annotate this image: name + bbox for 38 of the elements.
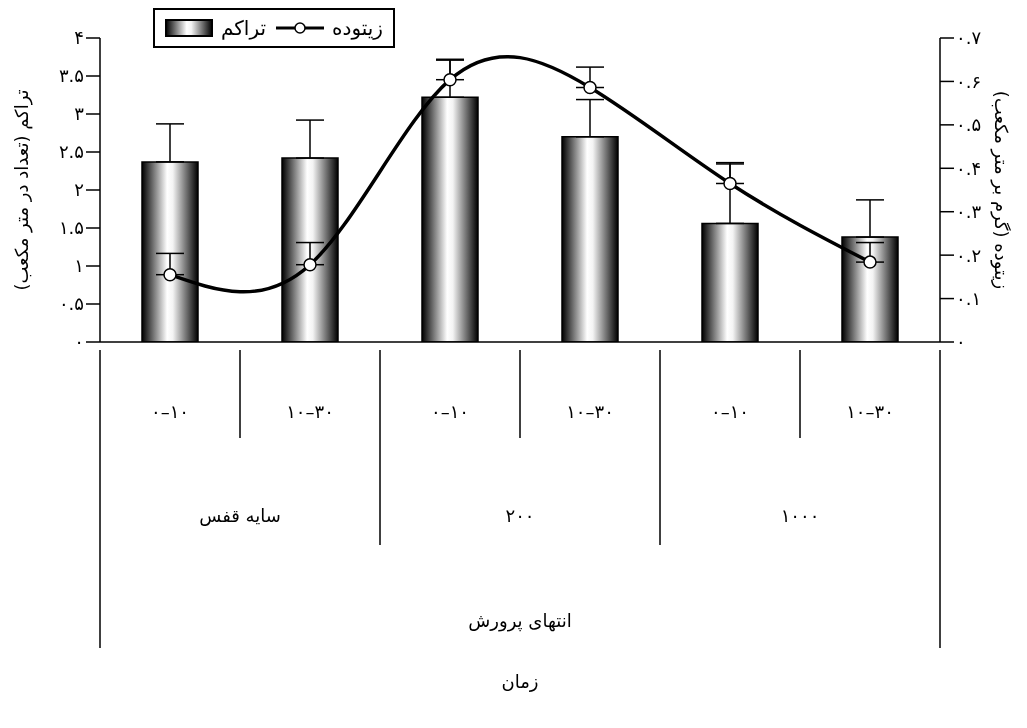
y2-tick-label: ۰.۳ xyxy=(956,201,982,223)
y2-tick-label: ۰.۵ xyxy=(956,114,982,136)
point xyxy=(863,255,877,269)
x-tick-label: ۰–۱۰ xyxy=(710,401,750,422)
y-tick-label: ۴ xyxy=(74,27,84,49)
y-tick-label: ۲.۵ xyxy=(58,141,84,163)
x-tick-label: ۱۰–۳۰ xyxy=(846,401,894,422)
y-tick-label: ۳.۵ xyxy=(58,65,84,87)
y2-tick-label: ۰.۱ xyxy=(956,287,982,309)
point xyxy=(163,267,177,282)
text: ۱۰۰۰ xyxy=(780,505,820,526)
y2-axis-title: زیتوده (گرم بر متر مکعب) xyxy=(989,90,1012,290)
y-tick-label: ۰.۵ xyxy=(58,293,84,315)
text: زمان xyxy=(501,671,539,692)
y-tick-label: ۱.۵ xyxy=(58,217,84,239)
point xyxy=(583,80,597,95)
y-tick-label: ۳ xyxy=(74,103,85,125)
y-tick-label: ۱ xyxy=(74,255,84,277)
x-tick-label: ۱۰–۳۰ xyxy=(566,401,614,422)
point xyxy=(443,72,457,87)
legend-label: تراکم xyxy=(221,16,266,40)
legend-label: زیتوده xyxy=(332,16,383,40)
y2-tick-label: ۰.۴ xyxy=(956,157,982,179)
text: سایه قفس xyxy=(199,505,281,526)
text: انتهای پرورش xyxy=(468,610,572,632)
y-tick-label: ۰ xyxy=(74,331,84,353)
y-axis-title: تراکم (تعداد در متر مکعب) xyxy=(11,89,34,291)
point xyxy=(723,176,737,191)
y2-tick-label: ۰.۶ xyxy=(956,70,982,92)
y2-tick-label: ۰.۲ xyxy=(956,244,982,266)
x-tick-label: ۱۰–۳۰ xyxy=(286,401,334,422)
x-tick-label: ۰–۱۰ xyxy=(430,401,470,422)
y2-tick-label: ۰ xyxy=(956,331,966,353)
text: ۲۰۰ xyxy=(505,505,535,526)
y-tick-label: ۲ xyxy=(74,179,84,201)
x-tick-label: ۰–۱۰ xyxy=(150,401,190,422)
point xyxy=(303,257,317,272)
y2-tick-label: ۰.۷ xyxy=(956,27,982,49)
